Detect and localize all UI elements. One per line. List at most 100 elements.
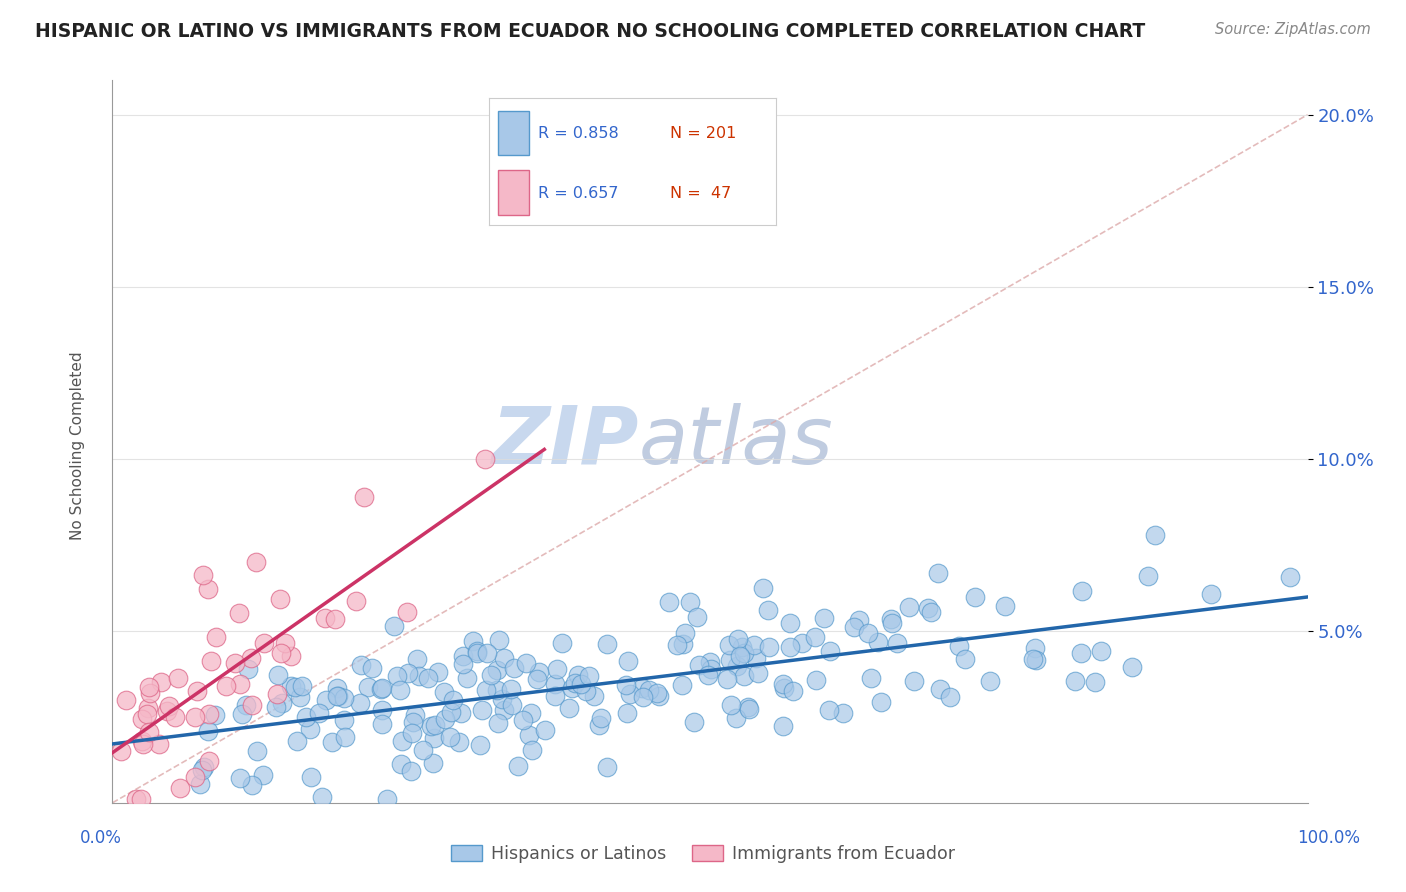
Point: [325, 612, 347, 626]
Point: [920, 606, 942, 620]
Point: [474, 451, 496, 466]
Point: [270, 646, 292, 660]
Point: [813, 611, 835, 625]
Point: [412, 743, 434, 757]
Point: [308, 706, 330, 720]
Point: [953, 652, 976, 666]
Point: [666, 638, 689, 652]
Point: [406, 651, 429, 665]
Point: [638, 682, 661, 697]
Point: [1064, 673, 1087, 688]
Point: [544, 690, 567, 704]
Point: [326, 690, 349, 704]
Point: [395, 605, 418, 619]
Point: [733, 669, 755, 683]
Text: ZIP: ZIP: [491, 402, 638, 481]
Point: [882, 616, 904, 631]
Point: [274, 636, 297, 650]
Point: [697, 667, 720, 681]
Point: [499, 682, 522, 697]
Point: [1070, 646, 1092, 660]
Point: [679, 595, 702, 609]
Point: [115, 692, 138, 706]
Point: [744, 651, 766, 665]
Point: [427, 665, 450, 679]
Point: [391, 733, 413, 747]
Point: [252, 768, 274, 782]
Point: [772, 677, 794, 691]
Point: [475, 647, 498, 661]
Point: [295, 709, 318, 723]
Point: [333, 730, 356, 744]
Point: [492, 703, 515, 717]
Point: [148, 738, 170, 752]
Point: [197, 724, 219, 739]
Point: [779, 640, 801, 655]
Point: [439, 730, 461, 744]
Point: [423, 717, 446, 731]
Point: [471, 703, 494, 717]
Point: [193, 760, 215, 774]
Point: [718, 653, 741, 667]
Point: [167, 671, 190, 685]
Point: [614, 677, 637, 691]
Point: [658, 595, 681, 609]
Point: [486, 716, 509, 731]
Point: [832, 706, 855, 720]
Point: [184, 710, 207, 724]
Point: [558, 701, 581, 715]
Point: [361, 661, 384, 675]
Point: [465, 646, 488, 660]
Point: [591, 711, 613, 725]
Point: [1144, 528, 1167, 542]
Point: [671, 678, 693, 692]
Point: [917, 601, 939, 615]
Point: [1090, 644, 1112, 658]
Point: [314, 611, 336, 625]
Point: [311, 790, 333, 805]
Point: [567, 668, 589, 682]
Point: [779, 615, 801, 630]
Point: [188, 777, 211, 791]
Point: [456, 671, 478, 685]
Point: [515, 656, 537, 670]
Point: [349, 696, 371, 710]
Point: [253, 635, 276, 649]
Point: [132, 737, 155, 751]
Point: [782, 684, 804, 698]
Point: [571, 677, 593, 691]
Point: [503, 661, 526, 675]
Point: [332, 691, 354, 706]
Point: [131, 734, 153, 748]
Point: [110, 744, 132, 758]
Point: [236, 662, 259, 676]
Point: [129, 792, 152, 806]
Point: [564, 676, 586, 690]
Point: [551, 635, 574, 649]
Point: [724, 711, 747, 725]
Point: [491, 692, 513, 706]
Point: [1084, 675, 1107, 690]
Point: [737, 700, 759, 714]
Point: [197, 582, 219, 597]
Point: [186, 684, 208, 698]
Point: [929, 682, 952, 697]
Point: [619, 687, 641, 701]
Point: [617, 654, 640, 668]
Point: [150, 675, 173, 690]
Point: [529, 665, 551, 679]
Point: [631, 681, 654, 696]
Point: [688, 658, 710, 673]
Point: [561, 681, 583, 695]
Point: [517, 728, 540, 742]
Point: [994, 599, 1017, 613]
Point: [264, 700, 287, 714]
Point: [205, 630, 228, 644]
Point: [1199, 587, 1222, 601]
Point: [648, 689, 671, 703]
Point: [326, 689, 349, 703]
Point: [772, 681, 794, 695]
Point: [730, 648, 752, 663]
Point: [231, 707, 253, 722]
Point: [817, 703, 839, 717]
